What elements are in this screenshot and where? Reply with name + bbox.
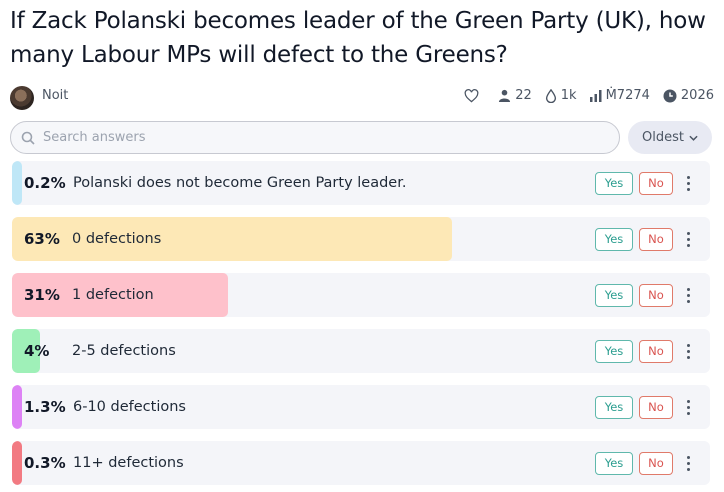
traders-stat: 22 [498,88,532,103]
sort-label: Oldest [642,130,684,145]
liquidity-stat: Ṁ7274 [589,88,650,103]
more-options-icon[interactable] [680,171,696,195]
no-button[interactable]: No [639,396,673,419]
close-date: 2026 [680,88,714,103]
traders-count: 22 [515,88,532,103]
answer-row[interactable]: 31% 1 defection Yes No [12,273,710,317]
probability-bar [12,217,452,261]
clock-icon [663,89,677,102]
answer-label: 2-5 defections [72,343,176,359]
author-name[interactable]: Noit [42,88,69,103]
chevron-down-icon [689,135,698,141]
probability-bar [12,385,22,429]
answer-row[interactable]: 0.2% Polanski does not become Green Party… [12,161,710,205]
yes-button[interactable]: Yes [595,228,633,251]
more-options-icon[interactable] [680,283,696,307]
no-button[interactable]: No [639,172,673,195]
answer-probability: 0.3% [24,454,66,472]
answer-row[interactable]: 4% 2-5 defections Yes No [12,329,710,373]
search-input[interactable] [43,130,583,145]
search-icon [21,131,35,145]
answer-row[interactable]: 1.3% 6-10 defections Yes No [12,385,710,429]
probability-bar [12,329,40,373]
more-options-icon[interactable] [680,227,696,251]
bar-chart-icon [589,89,602,102]
yes-button[interactable]: Yes [595,396,633,419]
yes-button[interactable]: Yes [595,284,633,307]
more-options-icon[interactable] [680,339,696,363]
market-stats: 22 1k Ṁ7274 2026 [464,88,714,103]
answer-label: 0 defections [72,231,162,247]
probability-bar [12,161,22,205]
answer-label: Polanski does not become Green Party lea… [73,175,407,191]
no-button[interactable]: No [639,228,673,251]
heart-icon[interactable] [464,88,479,103]
more-options-icon[interactable] [680,395,696,419]
volume-stat: 1k [545,88,577,103]
more-options-icon[interactable] [680,451,696,475]
answer-row[interactable]: 63% 0 defections Yes No [12,217,710,261]
probability-bar [12,273,229,317]
avatar[interactable] [10,86,34,110]
answer-probability: 31% [24,286,60,304]
search-bar [10,121,620,154]
answer-row[interactable]: 0.3% 11+ defections Yes No [12,441,710,485]
answer-probability: 1.3% [24,398,66,416]
probability-bar [12,441,22,485]
answer-label: 6-10 defections [73,399,186,415]
no-button[interactable]: No [639,284,673,307]
yes-button[interactable]: Yes [595,452,633,475]
user-icon [499,89,511,102]
answer-probability: 63% [24,230,60,248]
question-title: If Zack Polanski becomes leader of the G… [10,8,706,68]
yes-button[interactable]: Yes [595,172,633,195]
droplet-icon [545,88,556,103]
close-date-stat: 2026 [663,88,714,103]
volume-value: 1k [560,88,577,103]
answer-label: 11+ defections [73,455,184,471]
answer-probability: 0.2% [24,174,66,192]
no-button[interactable]: No [639,452,673,475]
no-button[interactable]: No [639,340,673,363]
liquidity-value: Ṁ7274 [605,88,650,103]
yes-button[interactable]: Yes [595,340,633,363]
answer-probability: 4% [24,342,50,360]
sort-dropdown[interactable]: Oldest [628,121,712,154]
market-meta-row: Noit 22 1k Ṁ7274 2026 [10,85,714,110]
answer-label: 1 defection [72,287,154,303]
